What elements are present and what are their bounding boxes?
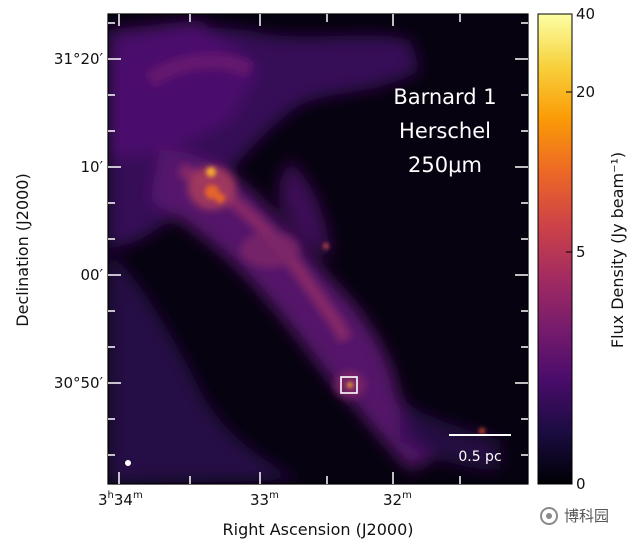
colorbar-label: Flux Density (Jy beam⁻¹) (608, 152, 627, 348)
source-highlight-box (340, 376, 358, 394)
x-tick-label-32m: 32m (383, 490, 412, 509)
watermark-text: 博科园 (564, 507, 610, 525)
image-panel: 0.5 pc Barnard 1 Herschel 250μm (108, 14, 528, 484)
watermark-logo-icon (540, 506, 558, 525)
colorbar-tick-label: 40 (576, 5, 595, 23)
bright-cores (205, 167, 485, 434)
title-line-1: Barnard 1 (393, 85, 496, 109)
colorbar-tick-label: 5 (576, 243, 586, 261)
tick-marks (108, 14, 528, 484)
title-line-3: 250μm (408, 153, 482, 177)
y-tick-label: 30°50′ (54, 374, 104, 392)
colorbar-tick-label: 20 (576, 83, 595, 101)
colorbar-tick-label: 0 (576, 475, 586, 493)
x-axis-label: Right Ascension (J2000) (223, 520, 414, 539)
y-tick-label: 31°20′ (54, 50, 104, 68)
x-tick-label-33m: 33m (250, 490, 279, 509)
colorbar: 40 20 5 0 Flux Density (Jy beam⁻¹) (537, 5, 627, 493)
y-tick-label: 10′ (81, 158, 104, 176)
axes-frame (107, 13, 529, 485)
y-axis-label: Declination (J2000) (13, 173, 32, 326)
watermark: 博科园 (540, 505, 609, 526)
colorbar-gradient (537, 13, 573, 485)
scale-bar-label: 0.5 pc (458, 449, 501, 465)
dust-emission (108, 20, 500, 484)
x-tick-label-34m: 3h34m (98, 490, 143, 509)
beam-size-marker (125, 460, 131, 466)
y-tick-label: 00′ (81, 266, 104, 284)
title-line-2: Herschel (399, 119, 491, 143)
